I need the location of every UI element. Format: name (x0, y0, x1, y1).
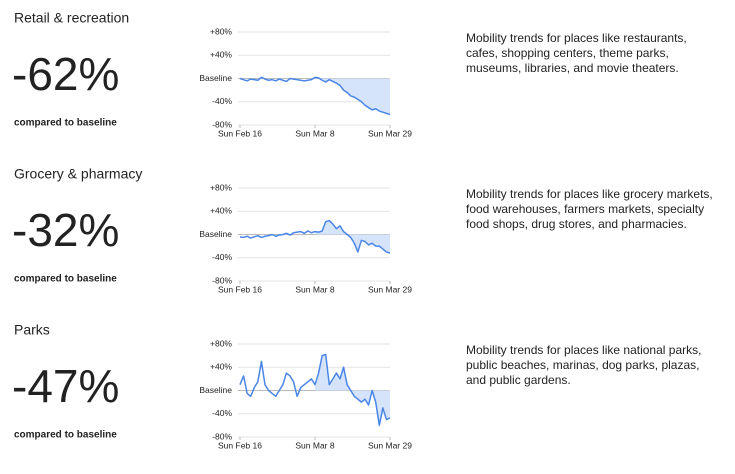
headline: -62% (12, 48, 119, 100)
y-tick-label: Baseline (199, 385, 232, 395)
panel-title: Grocery & pharmacy (14, 166, 142, 182)
panel-title: Parks (14, 322, 50, 338)
x-tick-label: Sun Mar 29 (368, 440, 412, 450)
y-tick-label: -40% (212, 408, 232, 418)
y-tick-label: +40% (210, 362, 232, 372)
x-tick-label: Sun Feb 16 (218, 284, 262, 294)
x-tick-label: Sun Mar 8 (295, 284, 334, 294)
shaded-area (315, 220, 390, 254)
y-tick-label: -80% (212, 119, 232, 129)
y-tick-label: Baseline (199, 73, 232, 83)
y-tick-label: Baseline (199, 229, 232, 239)
headline: -32% (12, 204, 119, 256)
x-tick-label: Sun Mar 8 (295, 440, 334, 450)
y-tick-label: +40% (210, 50, 232, 60)
y-tick-label: +80% (210, 338, 232, 348)
y-tick-label: -80% (212, 275, 232, 285)
x-tick-label: Sun Mar 29 (368, 128, 412, 138)
trend-line (239, 353, 391, 427)
shaded-area (315, 354, 390, 426)
y-tick-label: -40% (212, 96, 232, 106)
y-tick-label: +80% (210, 26, 232, 36)
caption: compared to baseline (14, 118, 117, 129)
description: Mobility trends for places like restaura… (466, 31, 687, 75)
x-tick-label: Sun Mar 29 (368, 284, 412, 294)
description: Mobility trends for places like grocery … (466, 187, 713, 231)
y-tick-label: +40% (210, 206, 232, 216)
y-tick-label: +80% (210, 182, 232, 192)
headline: -47% (12, 360, 119, 412)
panel-title: Retail & recreation (14, 10, 129, 26)
y-tick-label: -80% (212, 431, 232, 441)
caption: compared to baseline (14, 430, 117, 441)
x-tick-label: Sun Feb 16 (218, 440, 262, 450)
trend-line (239, 76, 391, 116)
trend-line (239, 219, 391, 254)
x-tick-label: Sun Mar 8 (295, 128, 334, 138)
caption: compared to baseline (14, 274, 117, 285)
y-tick-label: -40% (212, 252, 232, 262)
description: Mobility trends for places like national… (466, 343, 702, 387)
x-tick-label: Sun Feb 16 (218, 128, 262, 138)
